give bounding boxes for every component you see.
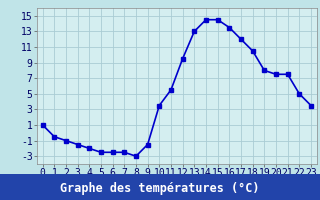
Text: Graphe des températures (°C): Graphe des températures (°C) — [60, 182, 260, 195]
